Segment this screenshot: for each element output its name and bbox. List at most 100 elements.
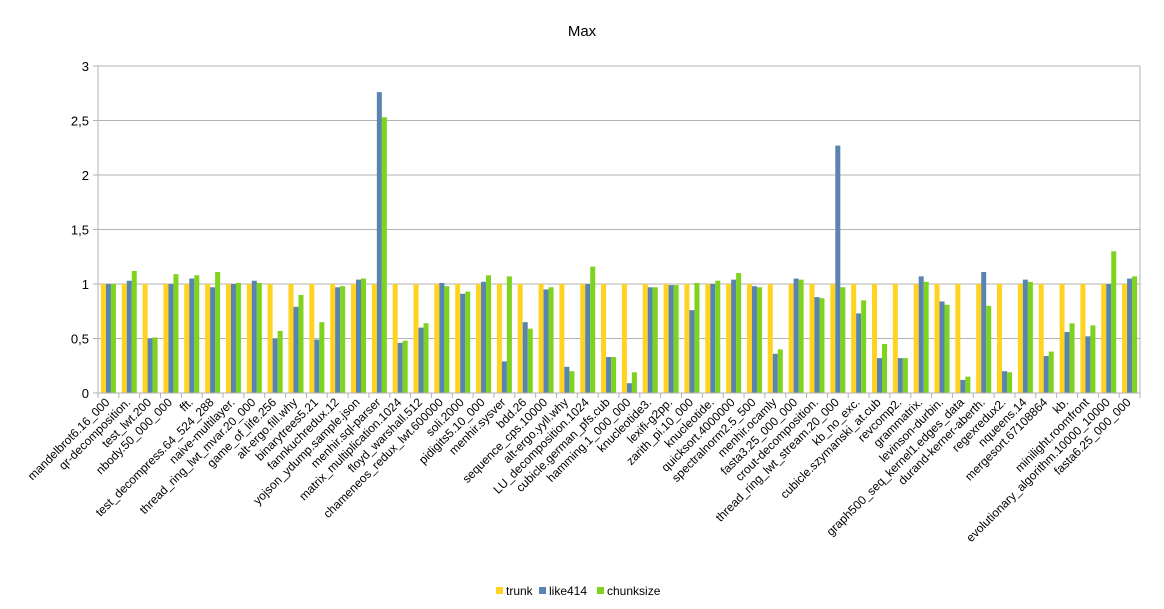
bar-chunksize: [631, 372, 637, 393]
bar-chunksize: [569, 371, 575, 393]
bar-chunksize: [256, 282, 262, 393]
bars: [100, 92, 1138, 393]
bar-like414: [189, 278, 195, 393]
bar-chunksize: [902, 358, 908, 393]
bar-chunksize: [110, 284, 116, 393]
y-tick-label: 0: [82, 386, 89, 401]
legend-swatch-trunk: [496, 587, 503, 594]
bar-like414: [481, 281, 487, 393]
bar-trunk: [830, 284, 836, 393]
bar-chunksize: [1027, 281, 1033, 393]
bar-like414: [376, 92, 382, 393]
bar-trunk: [955, 284, 961, 393]
bar-like414: [689, 310, 695, 393]
bar-chunksize: [486, 275, 492, 393]
bar-trunk: [642, 284, 648, 393]
bar-chunksize: [1069, 323, 1075, 393]
bar-like414: [1002, 371, 1008, 393]
y-axis-ticks: 0 0,5 1 1,5 2 2,5 3: [71, 59, 89, 401]
bar-trunk: [330, 284, 336, 393]
legend-label-like414: like414: [549, 584, 587, 598]
bar-chunksize: [465, 291, 471, 393]
y-tick-label: 1,5: [71, 223, 89, 238]
bar-trunk: [455, 284, 461, 393]
bar-chunksize: [319, 322, 325, 393]
bar-like414: [355, 279, 362, 393]
bar-chunksize: [840, 287, 846, 393]
bar-trunk: [997, 284, 1003, 393]
bar-like414: [585, 284, 591, 393]
bar-chunksize: [944, 304, 950, 393]
bar-like414: [230, 284, 236, 393]
bar-trunk: [288, 284, 294, 393]
bar-trunk: [267, 284, 273, 393]
bar-chunksize: [694, 282, 700, 393]
bar-chunksize: [423, 323, 429, 393]
bar-like414: [751, 286, 757, 393]
bar-trunk: [184, 284, 190, 393]
bar-like414: [126, 280, 132, 393]
bar-like414: [939, 301, 945, 393]
bar-trunk: [350, 284, 356, 393]
bar-like414: [439, 282, 445, 393]
bar-chunksize: [402, 340, 408, 393]
bar-like414: [564, 366, 570, 393]
bar-like414: [418, 327, 424, 393]
bar-trunk: [1059, 284, 1065, 393]
bar-like414: [251, 280, 257, 393]
grid-lines: [93, 65, 1141, 398]
bar-like414: [876, 358, 883, 393]
bar-chunksize: [194, 275, 200, 393]
bar-trunk: [413, 284, 419, 393]
legend-swatch-chunksize: [597, 587, 604, 594]
bar-like414: [835, 145, 841, 393]
bar-chunksize: [736, 273, 742, 393]
legend: trunk like414 chunksize: [496, 584, 661, 598]
bar-trunk: [1122, 284, 1128, 393]
bar-like414: [606, 357, 612, 393]
bar-trunk: [517, 284, 523, 393]
bar-chunksize: [506, 276, 512, 393]
bar-chunksize: [590, 266, 596, 393]
bar-like414: [293, 306, 299, 393]
bar-chunksize: [1090, 325, 1096, 393]
bar-chunksize: [215, 272, 221, 393]
bar-like414: [1043, 355, 1049, 393]
bar-trunk: [476, 284, 482, 393]
bar-chunksize: [1048, 351, 1054, 393]
bar-like414: [210, 287, 216, 393]
bar-like414: [1106, 284, 1112, 393]
bar-trunk: [934, 284, 940, 393]
bar-trunk: [371, 284, 377, 393]
bar-trunk: [1080, 284, 1086, 393]
bar-like414: [731, 279, 737, 393]
bar-trunk: [788, 284, 794, 393]
bar-like414: [397, 342, 403, 393]
bar-like414: [918, 276, 924, 393]
bar-trunk: [809, 284, 815, 393]
bar-chunksize: [381, 117, 387, 393]
bar-chunksize: [277, 330, 283, 393]
bar-like414: [1127, 278, 1133, 393]
bar-like414: [814, 297, 820, 393]
bar-chunksize: [965, 376, 971, 393]
bar-like414: [335, 287, 341, 393]
bar-trunk: [767, 284, 773, 393]
bar-trunk: [1101, 284, 1107, 393]
bar-chunksize: [986, 305, 992, 393]
bar-trunk: [309, 284, 315, 393]
bar-trunk: [663, 284, 669, 393]
bar-trunk: [871, 284, 877, 393]
bar-like414: [105, 284, 111, 393]
x-tick-labels: mandelbrot6.16_000qr-decomposition.test_…: [25, 395, 1134, 545]
x-axis: [98, 392, 1141, 398]
bar-like414: [856, 313, 862, 393]
bar-trunk: [225, 284, 231, 393]
bar-like414: [1022, 279, 1028, 393]
bar-chunksize: [1007, 372, 1013, 393]
y-tick-label: 3: [82, 59, 89, 74]
bar-trunk: [142, 284, 148, 393]
bar-chunksize: [548, 287, 554, 393]
bar-trunk: [121, 284, 127, 393]
